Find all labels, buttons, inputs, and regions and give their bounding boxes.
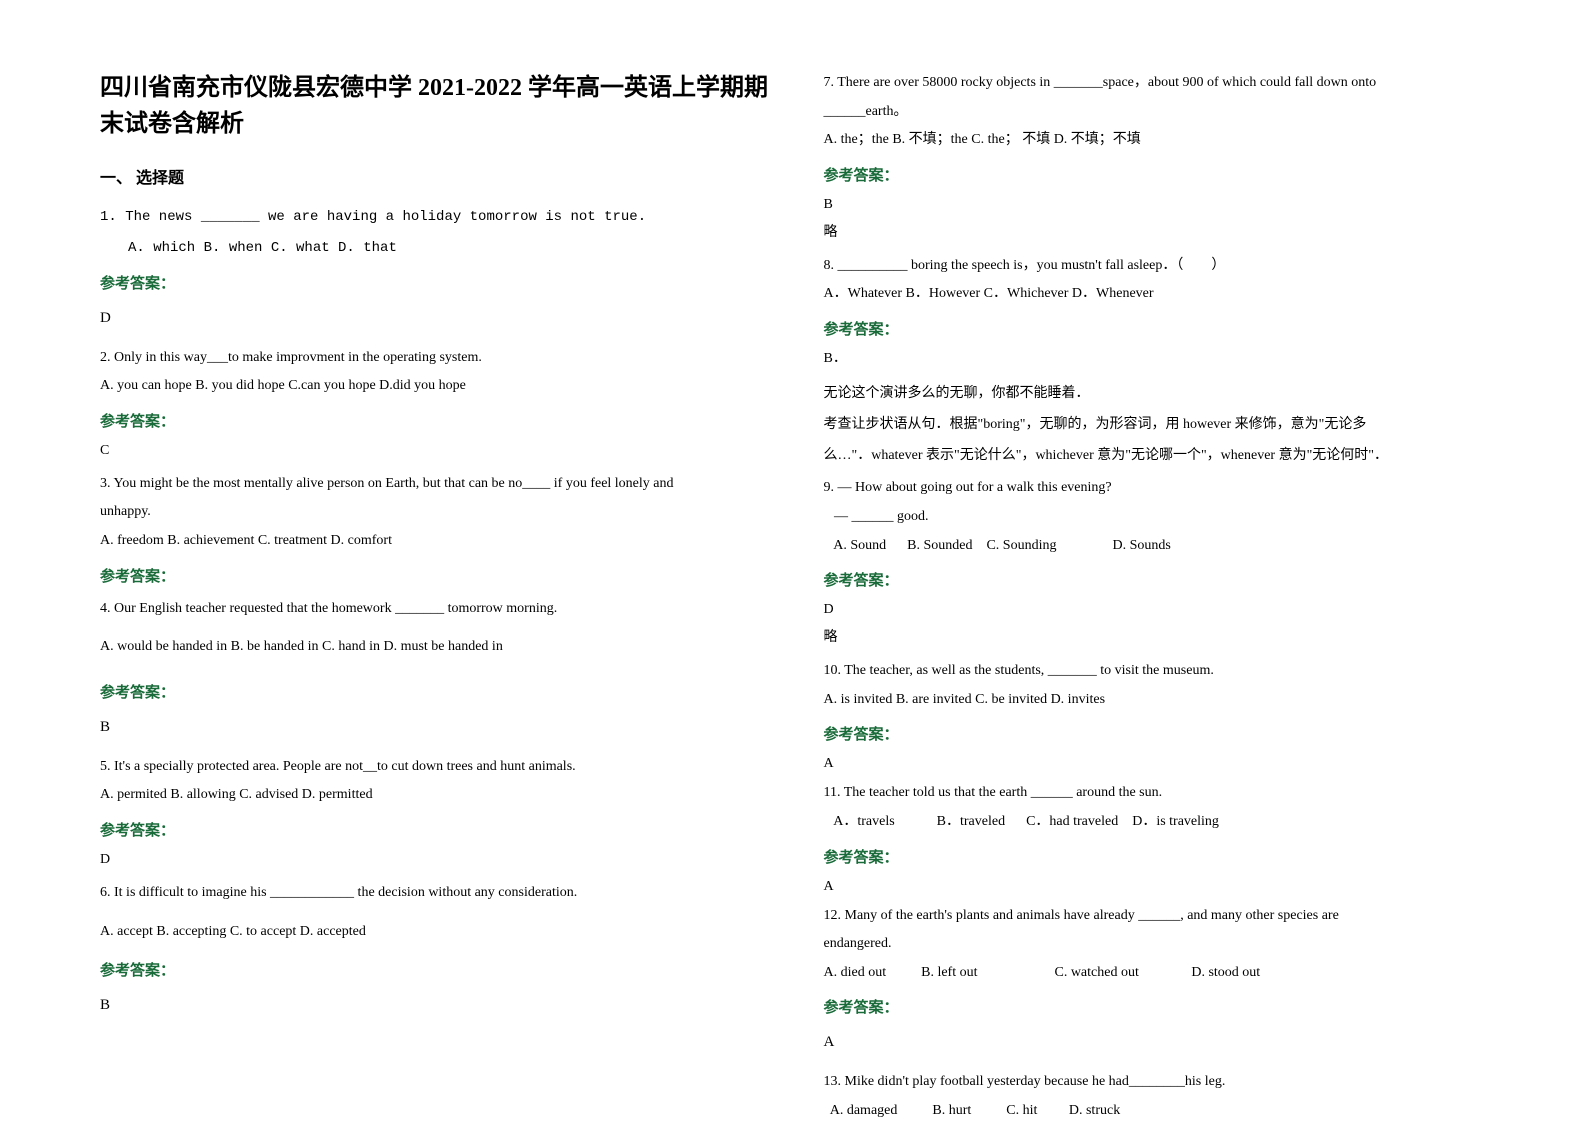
left-column: 四川省南充市仪陇县宏德中学 2021-2022 学年高一英语上学期期末试卷含解析… xyxy=(100,70,774,1082)
q4-stem: 4. Our English teacher requested that th… xyxy=(100,596,774,623)
answer-label: 参考答案： xyxy=(100,681,774,702)
answer-label: 参考答案： xyxy=(824,723,1498,744)
q7-stem-l1: 7. There are over 58000 rocky objects in… xyxy=(824,70,1498,97)
right-column: 7. There are over 58000 rocky objects in… xyxy=(824,70,1498,1082)
page: 四川省南充市仪陇县宏德中学 2021-2022 学年高一英语上学期期末试卷含解析… xyxy=(0,0,1587,1122)
q1-answer: D xyxy=(100,303,774,333)
q8-explain-l2: 考查让步状语从句．根据"boring"，无聊的，为形容词，用 however 来… xyxy=(824,410,1498,441)
answer-label: 参考答案： xyxy=(824,569,1498,590)
answer-label: 参考答案： xyxy=(100,819,774,840)
q4-answer: B xyxy=(100,712,774,742)
q4-opts: A. would be handed in B. be handed in C.… xyxy=(100,634,774,661)
answer-label: 参考答案： xyxy=(100,272,774,293)
q2-opts: A. you can hope B. you did hope C.can yo… xyxy=(100,373,774,400)
answer-label: 参考答案： xyxy=(824,164,1498,185)
q12-stem-l1: 12. Many of the earth's plants and anima… xyxy=(824,903,1498,930)
q9-stem-l1: 9. — How about going out for a walk this… xyxy=(824,475,1498,502)
q5-stem: 5. It's a specially protected area. Peop… xyxy=(100,754,774,781)
q12-opts: A. died out B. left out C. watched out D… xyxy=(824,960,1498,987)
answer-label: 参考答案： xyxy=(100,959,774,980)
q9-answer: D xyxy=(824,596,1498,624)
q7-answer: B xyxy=(824,191,1498,219)
q9-opts: A. Sound B. Sounded C. Sounding D. Sound… xyxy=(824,533,1498,560)
q11-stem: 11. The teacher told us that the earth _… xyxy=(824,780,1498,807)
q1-stem: 1. The news _______ we are having a holi… xyxy=(100,202,774,233)
q12-answer: A xyxy=(824,1027,1498,1057)
q5-opts: A. permited B. allowing C. advised D. pe… xyxy=(100,782,774,809)
q6-stem: 6. It is difficult to imagine his ______… xyxy=(100,880,774,907)
q6-opts: A. accept B. accepting C. to accept D. a… xyxy=(100,919,774,946)
q10-opts: A. is invited B. are invited C. be invit… xyxy=(824,687,1498,714)
answer-label: 参考答案： xyxy=(100,565,774,586)
q8-explain-l3: 么…"．whatever 表示"无论什么"，whichever 意为"无论哪一个… xyxy=(824,441,1498,472)
answer-label: 参考答案： xyxy=(824,318,1498,339)
q8-stem: 8. __________ boring the speech is，you m… xyxy=(824,253,1498,280)
answer-label: 参考答案： xyxy=(824,846,1498,867)
answer-label: 参考答案： xyxy=(100,410,774,431)
q3-opts: A. freedom B. achievement C. treatment D… xyxy=(100,528,774,555)
q8-explain-l1: 无论这个演讲多么的无聊，你都不能睡着． xyxy=(824,379,1498,410)
q10-stem: 10. The teacher, as well as the students… xyxy=(824,658,1498,685)
q11-opts: A．travels B．traveled C．had traveled D．is… xyxy=(824,809,1498,836)
q7-stem-l2: ______earth。 xyxy=(824,99,1498,126)
q6-answer: B xyxy=(100,990,774,1020)
q10-answer: A xyxy=(824,750,1498,778)
q9-extra: 略 xyxy=(824,624,1498,652)
q8-opts: A．Whatever B．However C．Whichever D．Whene… xyxy=(824,281,1498,308)
q5-answer: D xyxy=(100,846,774,874)
q13-opts: A. damaged B. hurt C. hit D. struck xyxy=(824,1098,1498,1124)
q13-stem: 13. Mike didn't play football yesterday … xyxy=(824,1069,1498,1096)
q1-opts: A. which B. when C. what D. that xyxy=(100,233,774,264)
q11-answer: A xyxy=(824,873,1498,901)
q8-answer: B． xyxy=(824,345,1498,373)
q7-opts: A. the；the B. 不填；the C. the； 不填 D. 不填；不填 xyxy=(824,127,1498,154)
q9-stem-l2: — ______ good. xyxy=(824,504,1498,531)
q7-extra: 略 xyxy=(824,219,1498,247)
answer-label: 参考答案： xyxy=(824,996,1498,1017)
q12-stem-l2: endangered. xyxy=(824,931,1498,958)
q3-stem-l1: 3. You might be the most mentally alive … xyxy=(100,471,774,498)
q2-stem: 2. Only in this way___to make improvment… xyxy=(100,345,774,372)
section-head: 一、 选择题 xyxy=(100,164,774,188)
q3-stem-l2: unhappy. xyxy=(100,499,774,526)
q2-answer: C xyxy=(100,437,774,465)
exam-title: 四川省南充市仪陇县宏德中学 2021-2022 学年高一英语上学期期末试卷含解析 xyxy=(100,70,774,142)
